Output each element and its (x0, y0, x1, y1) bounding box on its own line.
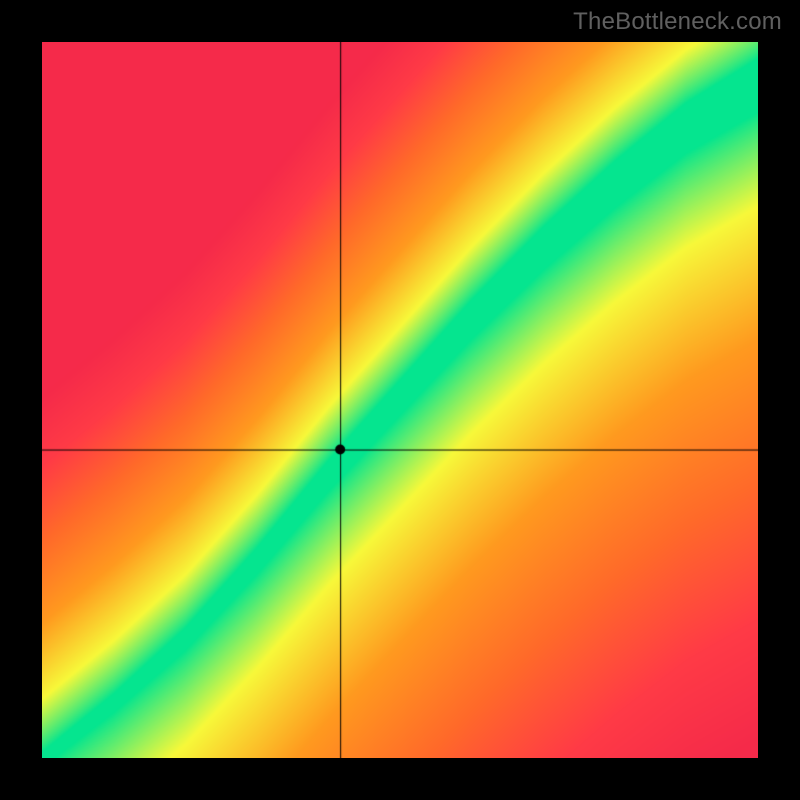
chart-container: TheBottleneck.com (0, 0, 800, 800)
watermark-text: TheBottleneck.com (573, 8, 782, 36)
heatmap-plot (42, 42, 758, 758)
heatmap-canvas (42, 42, 758, 758)
